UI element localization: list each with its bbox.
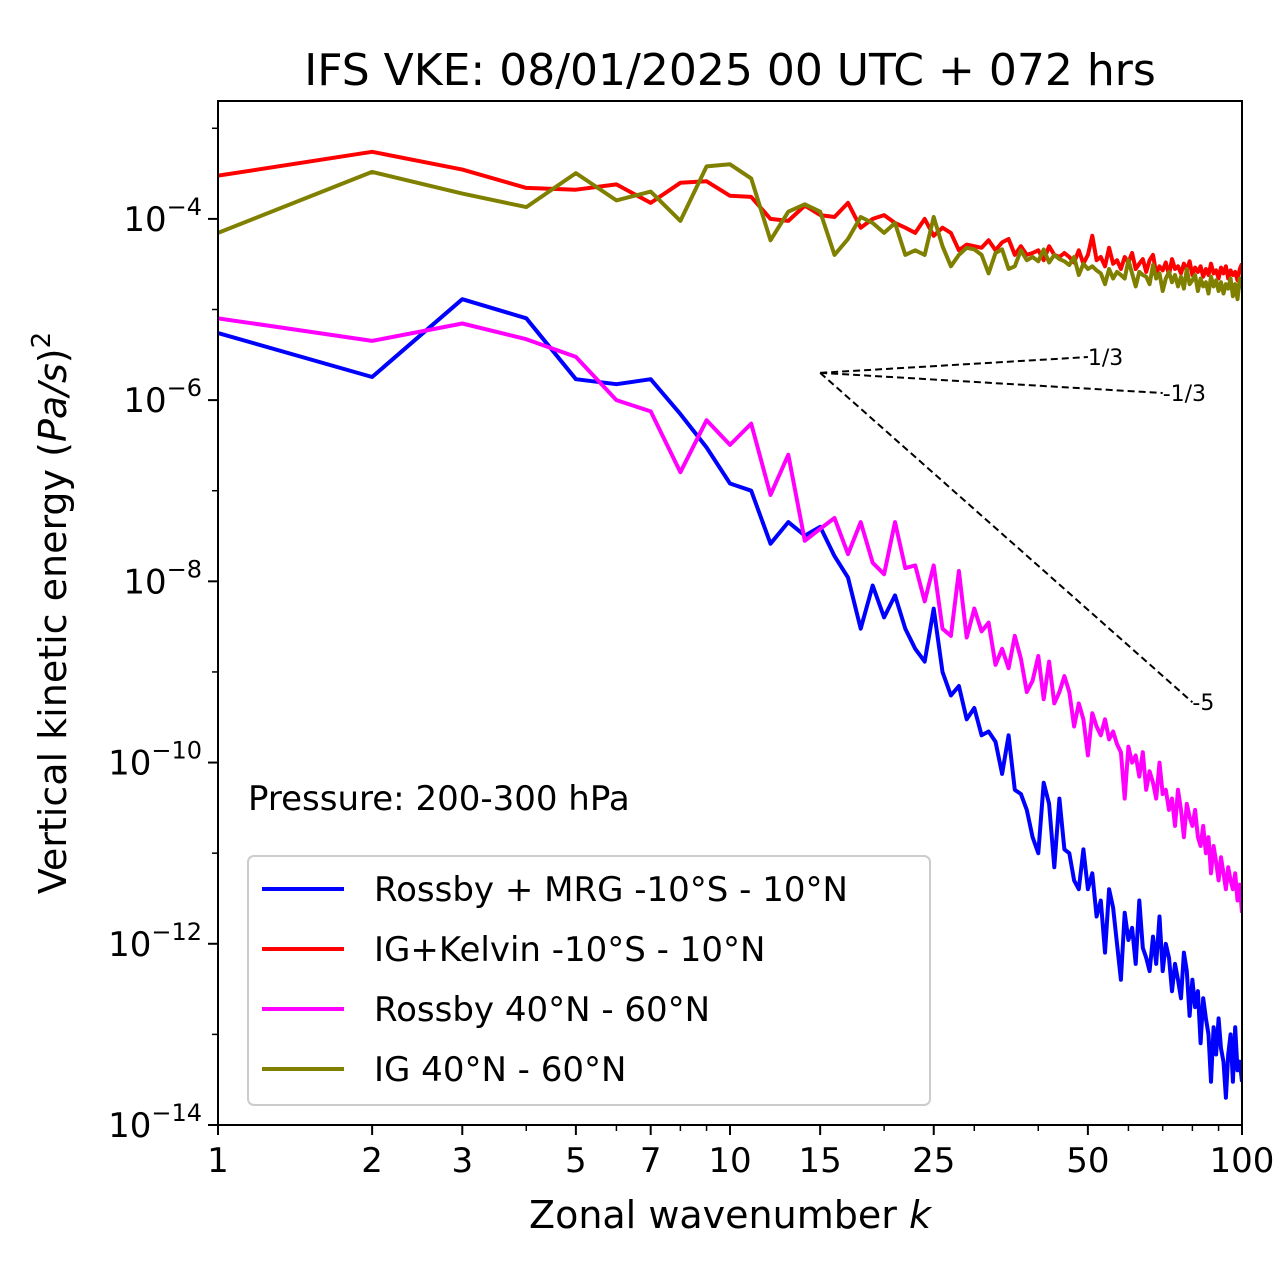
legend-box [247,855,931,1106]
x-axis: 1 2 3 5 7 10 15 25 50 100 [207,1125,1274,1181]
y-tick-base: 10 [108,744,151,784]
x-tick-label: 50 [1066,1141,1109,1181]
series-layer [218,149,1242,1100]
x-tick-label: 1 [207,1141,229,1181]
y-tick-exponent: −14 [151,1099,202,1127]
pressure-annotation: Pressure: 200-300 hPa [248,779,630,819]
x-tick-label: 25 [912,1141,955,1181]
legend-label-1: IG+Kelvin -10°S - 10°N [374,930,765,970]
reference-slope-label-0: 1/3 [1088,346,1123,371]
y-tick-label: 10−14 [108,1099,202,1146]
reference-slope-line-1 [820,371,1163,395]
x-tick-label: 10 [708,1141,751,1181]
y-axis-label-exponent: 2 [27,332,57,349]
legend-label-0: Rossby + MRG -10°S - 10°N [374,870,848,910]
reference-slope-label-2: -5 [1192,691,1214,716]
legend-label-2: Rossby 40°N - 60°N [374,990,710,1030]
series-line-3 [218,162,1242,302]
y-axis-label-close: ) [31,348,75,363]
y-tick-exponent: −4 [167,193,202,221]
legend-entries: Rossby + MRG -10°S - 10°N IG+Kelvin -10°S… [262,870,848,1090]
x-tick-label: 7 [640,1141,662,1181]
chart-title: IFS VKE: 08/01/2025 00 UTC + 072 hrs [304,45,1156,96]
y-tick-base: 10 [123,381,166,421]
x-tick-label: 3 [451,1141,473,1181]
legend: Rossby + MRG -10°S - 10°N IG+Kelvin -10°S… [247,855,931,1106]
reference-slopes: 1/3 -1/3 -5 [819,346,1214,716]
y-tick-label: 10−10 [108,737,202,784]
series-line-1 [218,149,1242,283]
y-tick-base: 10 [108,925,151,965]
y-tick-label: 10−12 [108,918,202,965]
y-tick-base: 10 [123,562,166,602]
y-axis-label: Vertical kinetic energy (Pa/s)2 [27,332,75,894]
y-tick-label: 10−8 [123,555,202,602]
y-tick-base: 10 [123,200,166,240]
x-tick-label: 100 [1210,1141,1275,1181]
y-tick-exponent: −10 [151,737,202,765]
y-axis-label-variable: Pa/s [31,363,75,442]
x-axis-label: Zonal wavenumber k [529,1193,933,1237]
y-tick-exponent: −8 [167,555,202,583]
y-tick-label: 10−6 [123,374,202,421]
x-tick-label: 5 [565,1141,587,1181]
y-tick-label: 10−4 [123,193,202,240]
y-tick-exponent: −12 [151,918,202,946]
reference-slope-line-0 [820,356,1088,374]
x-tick-label: 2 [361,1141,383,1181]
reference-slope-line-2 [819,372,1194,703]
y-tick-exponent: −6 [167,374,202,402]
y-axis-label-text: Vertical kinetic energy ( [31,442,75,894]
y-tick-base: 10 [108,1106,151,1146]
legend-label-3: IG 40°N - 60°N [374,1050,626,1090]
x-axis-label-variable: k [909,1193,933,1237]
series-line-0 [218,297,1242,1100]
series-line-2 [218,316,1242,913]
x-tick-label: 15 [799,1141,842,1181]
reference-slope-label-1: -1/3 [1163,382,1206,407]
x-axis-label-text: Zonal wavenumber [529,1193,909,1237]
